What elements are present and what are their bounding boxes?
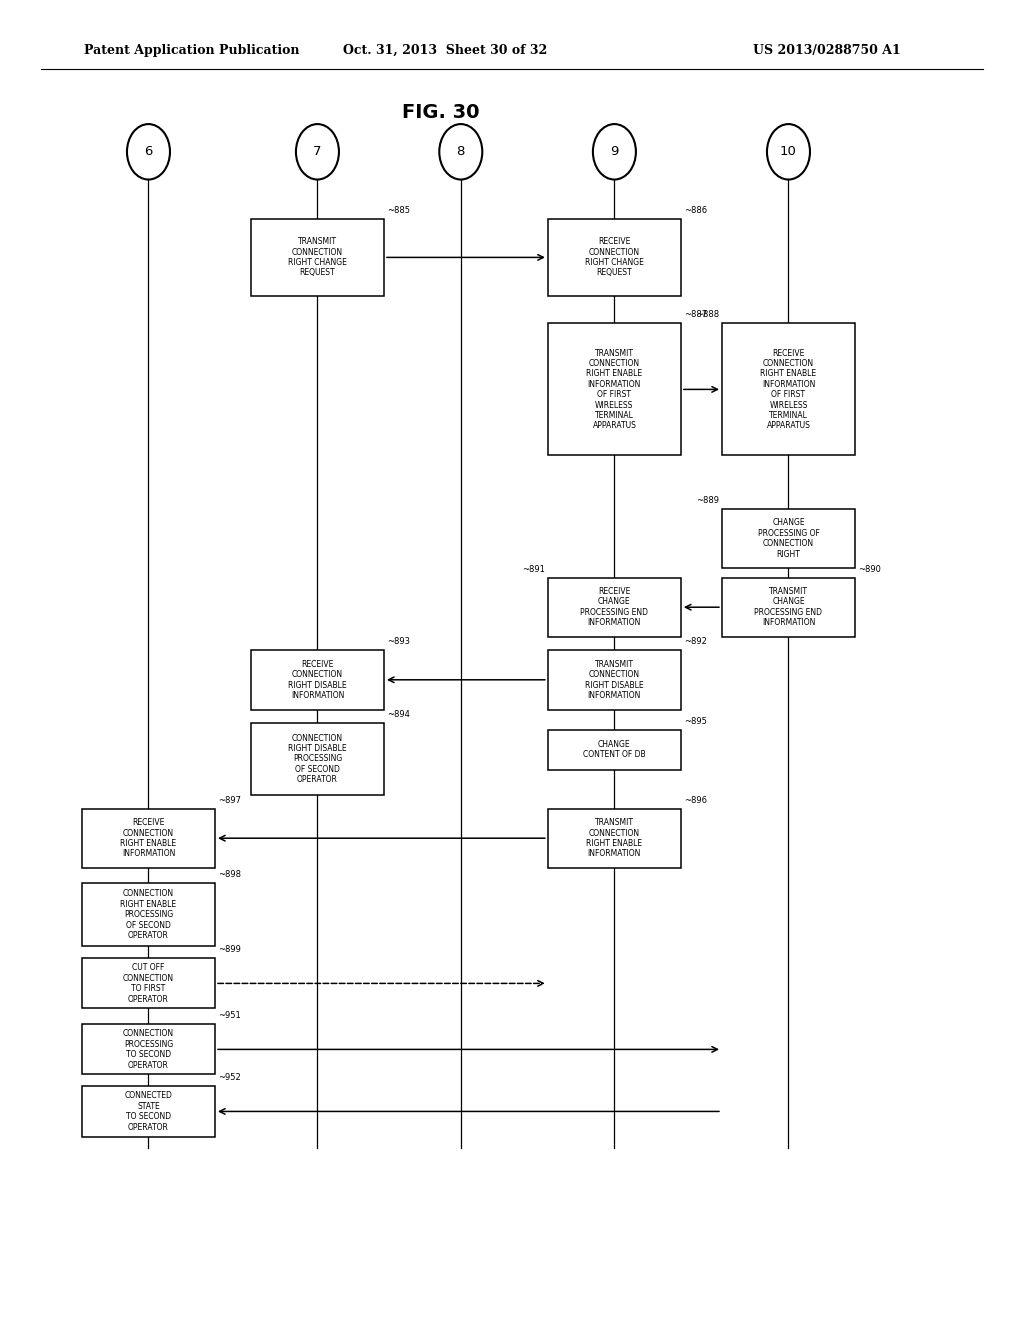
Bar (82, 883, 215, 946)
Text: ~952: ~952 (218, 1073, 241, 1082)
Bar (82, 958, 215, 1008)
Text: TRANSMIT
CONNECTION
RIGHT CHANGE
REQUEST: TRANSMIT CONNECTION RIGHT CHANGE REQUEST (288, 238, 347, 277)
Text: ~899: ~899 (218, 945, 241, 954)
Text: ~888: ~888 (695, 310, 719, 319)
Text: ~885: ~885 (387, 206, 410, 215)
Text: ~892: ~892 (684, 638, 707, 645)
Text: ~886: ~886 (684, 206, 708, 215)
Text: CHANGE
CONTENT OF DB: CHANGE CONTENT OF DB (583, 741, 646, 759)
Text: ~889: ~889 (696, 496, 719, 504)
Text: CUT OFF
CONNECTION
TO FIRST
OPERATOR: CUT OFF CONNECTION TO FIRST OPERATOR (123, 964, 174, 1003)
Bar (548, 219, 681, 296)
Text: 7: 7 (313, 145, 322, 158)
Text: RECEIVE
CONNECTION
RIGHT DISABLE
INFORMATION: RECEIVE CONNECTION RIGHT DISABLE INFORMA… (288, 660, 347, 700)
Text: ~890: ~890 (858, 565, 881, 573)
Bar (548, 323, 681, 455)
Bar (251, 722, 384, 795)
Text: RECEIVE
CHANGE
PROCESSING END
INFORMATION: RECEIVE CHANGE PROCESSING END INFORMATIO… (581, 587, 648, 627)
Text: TRANSMIT
CONNECTION
RIGHT ENABLE
INFORMATION
OF FIRST
WIRELESS
TERMINAL
APPARATU: TRANSMIT CONNECTION RIGHT ENABLE INFORMA… (587, 348, 642, 430)
Circle shape (296, 124, 339, 180)
Text: ~898: ~898 (218, 870, 241, 879)
Bar (82, 1024, 215, 1074)
Text: TRANSMIT
CHANGE
PROCESSING END
INFORMATION: TRANSMIT CHANGE PROCESSING END INFORMATI… (755, 587, 822, 627)
Text: ~895: ~895 (684, 717, 707, 726)
Text: TRANSMIT
CONNECTION
RIGHT DISABLE
INFORMATION: TRANSMIT CONNECTION RIGHT DISABLE INFORM… (585, 660, 644, 700)
Text: ~894: ~894 (387, 710, 410, 718)
Text: Oct. 31, 2013  Sheet 30 of 32: Oct. 31, 2013 Sheet 30 of 32 (343, 44, 548, 57)
Text: ~951: ~951 (218, 1011, 241, 1020)
Bar (82, 1086, 215, 1137)
Text: CONNECTION
RIGHT DISABLE
PROCESSING
OF SECOND
OPERATOR: CONNECTION RIGHT DISABLE PROCESSING OF S… (288, 734, 347, 784)
Bar (82, 808, 215, 869)
Circle shape (767, 124, 810, 180)
Text: CONNECTION
PROCESSING
TO SECOND
OPERATOR: CONNECTION PROCESSING TO SECOND OPERATOR (123, 1030, 174, 1069)
Text: 6: 6 (144, 145, 153, 158)
Circle shape (127, 124, 170, 180)
Bar (722, 578, 855, 636)
Text: 10: 10 (780, 145, 797, 158)
Bar (548, 730, 681, 770)
Bar (548, 651, 681, 710)
Text: ~887: ~887 (684, 310, 708, 319)
Bar (251, 651, 384, 710)
Text: 9: 9 (610, 145, 618, 158)
Circle shape (439, 124, 482, 180)
Text: CONNECTION
RIGHT ENABLE
PROCESSING
OF SECOND
OPERATOR: CONNECTION RIGHT ENABLE PROCESSING OF SE… (121, 890, 176, 940)
Text: ~891: ~891 (522, 565, 545, 573)
Text: FIG. 30: FIG. 30 (401, 103, 479, 121)
Text: Patent Application Publication: Patent Application Publication (84, 44, 299, 57)
Bar (722, 508, 855, 568)
Bar (722, 323, 855, 455)
Text: ~893: ~893 (387, 638, 410, 645)
Bar (251, 219, 384, 296)
Text: RECEIVE
CONNECTION
RIGHT CHANGE
REQUEST: RECEIVE CONNECTION RIGHT CHANGE REQUEST (585, 238, 644, 277)
Bar (548, 578, 681, 636)
Text: US 2013/0288750 A1: US 2013/0288750 A1 (753, 44, 900, 57)
Text: TRANSMIT
CONNECTION
RIGHT ENABLE
INFORMATION: TRANSMIT CONNECTION RIGHT ENABLE INFORMA… (587, 818, 642, 858)
Text: ~896: ~896 (684, 796, 707, 805)
Text: RECEIVE
CONNECTION
RIGHT ENABLE
INFORMATION
OF FIRST
WIRELESS
TERMINAL
APPARATUS: RECEIVE CONNECTION RIGHT ENABLE INFORMAT… (761, 348, 816, 430)
Text: CONNECTED
STATE
TO SECOND
OPERATOR: CONNECTED STATE TO SECOND OPERATOR (125, 1092, 172, 1131)
Text: ~897: ~897 (218, 796, 241, 805)
Bar (548, 808, 681, 869)
Circle shape (593, 124, 636, 180)
Text: RECEIVE
CONNECTION
RIGHT ENABLE
INFORMATION: RECEIVE CONNECTION RIGHT ENABLE INFORMAT… (121, 818, 176, 858)
Text: CHANGE
PROCESSING OF
CONNECTION
RIGHT: CHANGE PROCESSING OF CONNECTION RIGHT (758, 519, 819, 558)
Text: 8: 8 (457, 145, 465, 158)
